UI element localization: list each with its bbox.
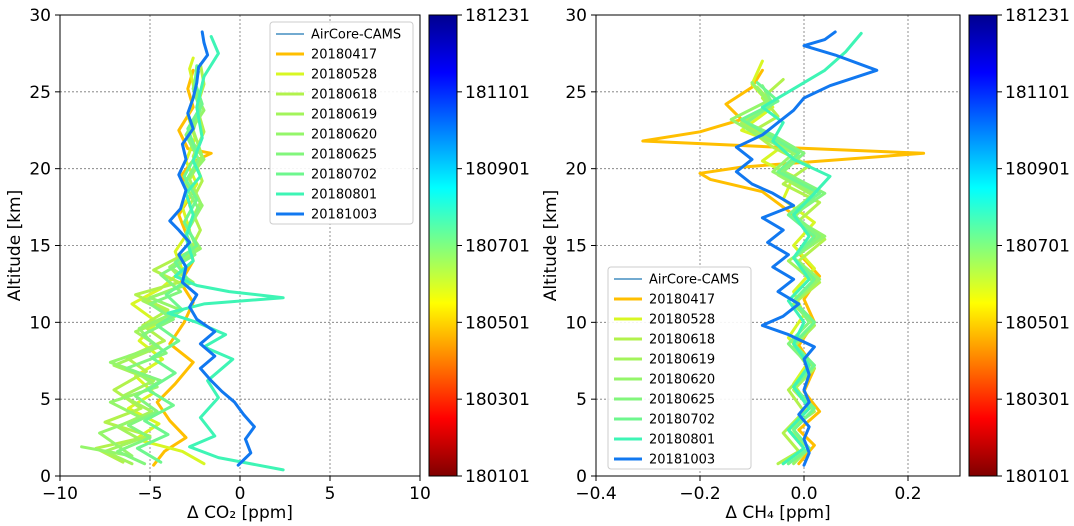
y-tick-label: 30 [29,6,51,26]
legend-entry: 20180702 [311,168,377,183]
series-line-20180801 [166,35,285,472]
series-line-20180702 [135,64,204,464]
colorbar-tick-label: 180101 [1005,467,1070,487]
legend-box [269,21,414,225]
colorbar-tick-label: 180501 [1005,313,1070,333]
y-tick-label: 0 [576,467,587,487]
x-tick-label: 10 [409,484,431,504]
legend-box [607,266,752,470]
ch4-profile-chart: −0.4 −0.2 0.0 0.2 0 5 10 15 20 25 30 Δ CH₄ [ppm] Alt… [541,6,961,523]
legend-entry: 20180625 [649,393,715,408]
y-tick-label: 5 [576,390,587,410]
legend-title: AirCore-CAMS [649,273,739,288]
colorbar-gradient [428,14,458,477]
x-tick-label: −5 [137,484,162,504]
colorbar-tick-label: 180901 [1005,160,1070,180]
colorbar-tick-label: 180301 [465,390,530,410]
x-tick-label: −10 [42,484,78,504]
series-line-20180625 [116,70,202,466]
y-axis-label: Altitude [km] [5,190,25,302]
legend: AirCore-CAMS 20180417 20180528 20180618 2018… [607,266,752,470]
x-tick-label: 0.0 [790,484,817,504]
series-lines [80,30,285,472]
series-line-20181003 [734,30,879,467]
legend-entry: 20180528 [649,313,715,328]
legend-entry: 20181003 [311,208,377,223]
x-tick-label: −0.4 [575,484,616,504]
y-tick-label: 20 [565,160,587,180]
colorbar-tick-label: 180701 [465,237,530,257]
colorbar-tick-label: 181101 [1005,83,1070,103]
legend-entry: 20181003 [649,453,715,468]
legend-entry: 20180620 [311,128,377,143]
colorbar-tick-label: 180501 [465,313,530,333]
colorbar-tick-label: 180901 [465,160,530,180]
y-tick-label: 0 [40,467,51,487]
y-tick-label: 10 [29,313,51,333]
y-tick-label: 30 [565,6,587,26]
series-lines [641,30,926,467]
legend-title: AirCore-CAMS [311,28,401,43]
colorbar-tick-label: 180101 [465,467,530,487]
legend-entry: 20180618 [649,333,715,348]
y-tick-label: 10 [565,313,587,333]
y-tick-label: 25 [29,83,51,103]
legend-entry: 20180417 [311,48,377,63]
colorbar-right: 181231 181101 180901 180701 180501 180301 1801… [968,6,1070,487]
x-axis-label: Δ CO₂ [ppm] [187,503,293,523]
y-tick-label: 15 [565,237,587,257]
x-tick-label: 5 [325,484,336,504]
legend-entry: 20180528 [311,68,377,83]
x-tick-label: 0.2 [894,484,921,504]
series-line-20181003 [168,30,256,467]
colorbar-gradient [968,14,998,477]
legend-entry: 20180417 [649,293,715,308]
y-tick-label: 20 [29,160,51,180]
legend-entry: 20180801 [649,433,715,448]
y-tick-label: 25 [565,83,587,103]
x-tick-label: 0 [235,484,246,504]
y-tick-label: 5 [40,390,51,410]
colorbar-tick-label: 181231 [1005,6,1070,26]
colorbar-tick-label: 181101 [465,83,530,103]
series-line-20180801 [760,31,863,466]
x-axis-label: Δ CH₄ [ppm] [725,503,830,523]
legend-entry: 20180618 [311,88,377,103]
y-axis-label: Altitude [km] [541,190,561,302]
colorbar-tick-label: 181231 [465,6,530,26]
x-tick-label: −0.2 [679,484,720,504]
co2-profile-chart: −10 −5 0 5 10 0 5 10 15 20 25 30 Δ CO₂ [ppm] Altitude… [5,6,431,523]
legend: AirCore-CAMS 20180417 20180528 20180618 2018… [269,21,414,225]
colorbar-left: 181231 181101 180901 180701 180501 180301 1801… [428,6,530,487]
legend-entry: 20180625 [311,148,377,163]
legend-entry: 20180619 [311,108,377,123]
colorbar-tick-label: 180701 [1005,237,1070,257]
legend-entry: 20180619 [649,353,715,368]
y-tick-label: 15 [29,237,51,257]
legend-entry: 20180702 [649,413,715,428]
legend-entry: 20180801 [311,188,377,203]
colorbar-tick-label: 180301 [1005,390,1070,410]
legend-entry: 20180620 [649,373,715,388]
